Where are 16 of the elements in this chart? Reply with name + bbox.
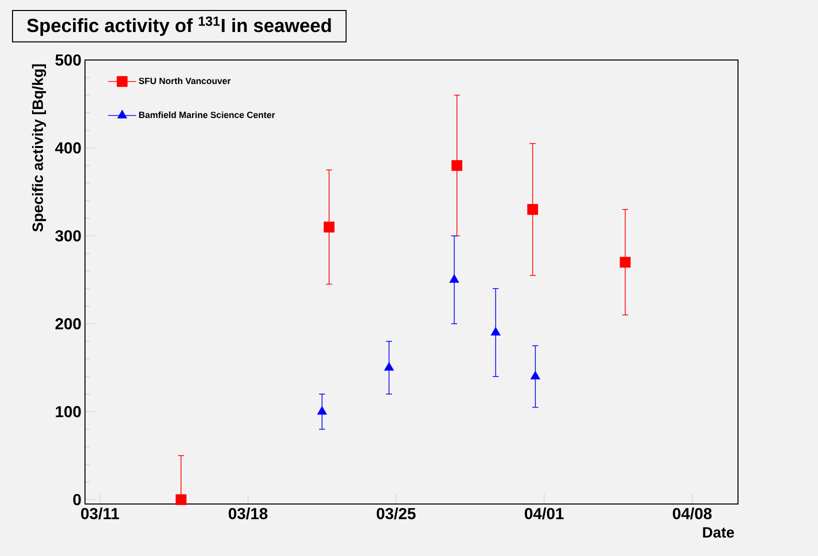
chart-title: Specific activity of $^{131}$I in seaweed bbox=[27, 16, 331, 36]
x-axis-title: Date bbox=[703, 527, 734, 538]
y-tick-label: 300 bbox=[55, 230, 81, 242]
y-tick-label: 200 bbox=[55, 318, 81, 330]
y-axis-title: Specific activity [Bq/kg] bbox=[32, 64, 46, 232]
y-tick-label: 0 bbox=[73, 494, 81, 506]
legend-label: Bamfield Marine Science Center bbox=[139, 111, 275, 118]
y-tick-label: 100 bbox=[56, 406, 81, 418]
x-tick-label: 03/25 bbox=[376, 508, 416, 520]
x-tick-label: 03/11 bbox=[81, 508, 120, 520]
x-tick-label: 04/01 bbox=[524, 508, 564, 520]
x-tick-label: 03/18 bbox=[228, 508, 268, 520]
y-tick-label: 400 bbox=[55, 142, 81, 154]
y-tick-label: 500 bbox=[55, 54, 81, 66]
x-tick-label: 04/08 bbox=[672, 508, 712, 520]
legend-label: SFU North Vancouver bbox=[138, 77, 231, 84]
